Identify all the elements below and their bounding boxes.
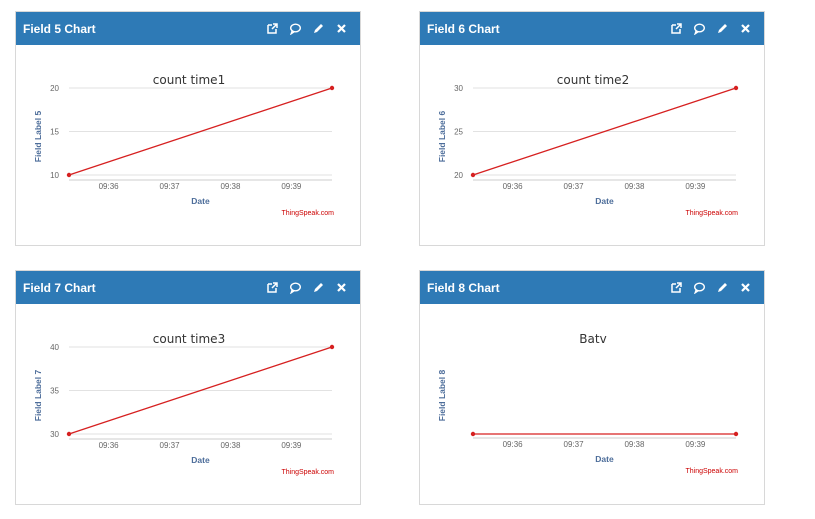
line-chart: Batv 09:36 09:37 09:38 09:39 Date Field Label … xyxy=(437,332,739,475)
x-tick-label: 09:37 xyxy=(564,440,585,449)
field-5-chart-card: Field 5 Chart count time1 10 15 20 09:36 09:3… xyxy=(15,11,361,246)
card-header: Field 6 Chart xyxy=(420,12,764,45)
card-title: Field 5 Chart xyxy=(23,21,96,36)
external-link-icon[interactable] xyxy=(670,22,683,35)
x-tick-label: 09:38 xyxy=(624,182,645,191)
data-point[interactable] xyxy=(470,431,476,437)
card-title: Field 7 Chart xyxy=(23,280,96,295)
line-chart: count time1 10 15 20 09:36 09:37 09:38 09:39 Dat… xyxy=(33,73,335,217)
comment-icon[interactable] xyxy=(289,281,302,294)
series-line xyxy=(68,87,333,176)
comment-icon[interactable] xyxy=(289,22,302,35)
chart-area: count time3 30 35 40 09:36 09:37 09:38 09:39 Dat… xyxy=(22,311,356,499)
close-icon[interactable] xyxy=(739,281,752,294)
card-actions xyxy=(670,281,752,294)
pencil-icon[interactable] xyxy=(312,22,325,35)
x-axis-label: Date xyxy=(191,455,210,465)
y-tick-label: 35 xyxy=(50,387,59,396)
chart-title: count time3 xyxy=(153,332,225,346)
data-point[interactable] xyxy=(329,344,335,350)
x-axis-label: Date xyxy=(595,196,614,206)
x-tick-label: 09:38 xyxy=(220,182,241,191)
y-tick-label: 20 xyxy=(454,171,463,180)
field-6-chart-card: Field 6 Chart count time2 20 25 30 09:36 09:3… xyxy=(419,11,765,246)
thingspeak-credit-link[interactable]: ThingSpeak.com xyxy=(685,468,738,475)
y-tick-label: 30 xyxy=(454,84,463,93)
field-7-chart-card: Field 7 Chart count time3 30 35 40 09:36 09:3… xyxy=(15,270,361,505)
line-chart: count time3 30 35 40 09:36 09:37 09:38 09:39 Dat… xyxy=(33,332,335,476)
line-chart: count time2 20 25 30 09:36 09:37 09:38 09:39 Dat… xyxy=(437,73,739,217)
pencil-icon[interactable] xyxy=(312,281,325,294)
x-tick-label: 09:38 xyxy=(220,441,241,450)
thingspeak-credit-link[interactable]: ThingSpeak.com xyxy=(281,210,334,217)
x-tick-label: 09:39 xyxy=(281,441,302,450)
data-point[interactable] xyxy=(733,431,739,437)
chart-title: Batv xyxy=(579,332,606,346)
card-actions xyxy=(266,281,348,294)
card-header: Field 5 Chart xyxy=(16,12,360,45)
x-tick-label: 09:36 xyxy=(503,182,524,191)
x-tick-label: 09:36 xyxy=(99,441,120,450)
data-point[interactable] xyxy=(329,85,335,91)
close-icon[interactable] xyxy=(739,22,752,35)
card-header: Field 8 Chart xyxy=(420,271,764,304)
close-icon[interactable] xyxy=(335,281,348,294)
x-tick-label: 09:36 xyxy=(99,182,120,191)
external-link-icon[interactable] xyxy=(670,281,683,294)
x-tick-label: 09:37 xyxy=(564,182,585,191)
series-line xyxy=(472,87,737,176)
field-8-chart-card: Field 8 Chart Batv 09:36 09:37 09:38 09:39 Da… xyxy=(419,270,765,505)
pencil-icon[interactable] xyxy=(716,22,729,35)
x-tick-label: 09:37 xyxy=(160,182,181,191)
x-tick-label: 09:37 xyxy=(160,441,181,450)
card-actions xyxy=(266,22,348,35)
data-point[interactable] xyxy=(66,172,72,178)
thingspeak-credit-link[interactable]: ThingSpeak.com xyxy=(685,210,738,217)
series-line xyxy=(68,346,333,435)
chart-area: count time1 10 15 20 09:36 09:37 09:38 09:39 Dat… xyxy=(22,52,356,240)
pencil-icon[interactable] xyxy=(716,281,729,294)
y-tick-label: 40 xyxy=(50,343,59,352)
chart-title: count time1 xyxy=(153,73,225,87)
thingspeak-credit-link[interactable]: ThingSpeak.com xyxy=(281,469,334,476)
comment-icon[interactable] xyxy=(693,22,706,35)
y-tick-label: 10 xyxy=(50,171,59,180)
y-tick-label: 30 xyxy=(50,430,59,439)
chart-area: count time2 20 25 30 09:36 09:37 09:38 09:39 Dat… xyxy=(426,52,760,240)
y-axis-label: Field Label 5 xyxy=(33,110,43,162)
external-link-icon[interactable] xyxy=(266,281,279,294)
card-header: Field 7 Chart xyxy=(16,271,360,304)
external-link-icon[interactable] xyxy=(266,22,279,35)
card-title: Field 8 Chart xyxy=(427,280,500,295)
card-title: Field 6 Chart xyxy=(427,21,500,36)
x-tick-label: 09:36 xyxy=(503,440,524,449)
x-tick-label: 09:39 xyxy=(685,182,706,191)
y-tick-label: 20 xyxy=(50,84,59,93)
comment-icon[interactable] xyxy=(693,281,706,294)
x-axis-label: Date xyxy=(191,196,210,206)
data-point[interactable] xyxy=(470,172,476,178)
x-tick-label: 09:39 xyxy=(685,440,706,449)
y-axis-label: Field Label 7 xyxy=(33,369,43,421)
chart-area: Batv 09:36 09:37 09:38 09:39 Date Field Label … xyxy=(426,311,760,499)
y-tick-label: 15 xyxy=(50,128,59,137)
card-actions xyxy=(670,22,752,35)
x-axis-label: Date xyxy=(595,454,614,464)
data-point[interactable] xyxy=(733,85,739,91)
x-tick-label: 09:39 xyxy=(281,182,302,191)
close-icon[interactable] xyxy=(335,22,348,35)
y-axis-label: Field Label 8 xyxy=(437,369,447,421)
x-tick-label: 09:38 xyxy=(624,440,645,449)
data-point[interactable] xyxy=(66,431,72,437)
y-tick-label: 25 xyxy=(454,128,463,137)
y-axis-label: Field Label 6 xyxy=(437,110,447,162)
chart-title: count time2 xyxy=(557,73,629,87)
